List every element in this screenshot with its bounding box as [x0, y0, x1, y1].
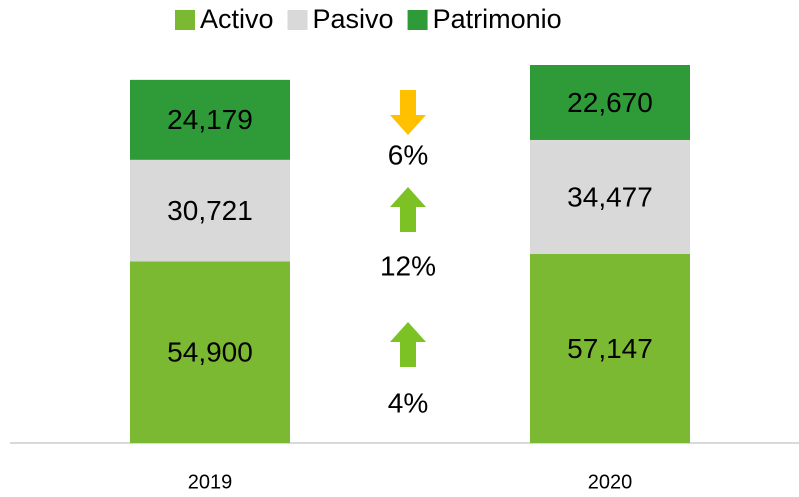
x-tick-label: 2020 — [588, 471, 633, 493]
x-tick-label: 2019 — [188, 471, 233, 493]
value-label: 24,179 — [167, 104, 253, 135]
bar-segment — [530, 65, 690, 140]
bar-segment — [130, 159, 290, 262]
legend-label: Activo — [200, 4, 274, 34]
legend-label: Patrimonio — [433, 4, 562, 34]
arrow — [390, 187, 426, 232]
value-label: 30,721 — [167, 195, 253, 226]
value-label: 22,670 — [567, 87, 653, 118]
annotation: 4% — [388, 387, 428, 418]
value-label: 57,147 — [567, 333, 653, 364]
annotation: 12% — [380, 250, 436, 281]
annotation: 6% — [388, 139, 428, 170]
legend-swatch — [407, 10, 428, 30]
arrow — [390, 90, 426, 135]
legend-swatch — [175, 10, 195, 30]
bar-segment — [530, 254, 690, 443]
value-label: 34,477 — [567, 181, 653, 212]
bar-segment — [130, 261, 290, 443]
bar-segment — [530, 139, 690, 254]
bar-segment — [130, 79, 290, 160]
arrow — [390, 322, 426, 367]
value-label: 54,900 — [167, 337, 253, 368]
legend-label: Pasivo — [313, 4, 394, 34]
legend-swatch — [287, 10, 308, 30]
